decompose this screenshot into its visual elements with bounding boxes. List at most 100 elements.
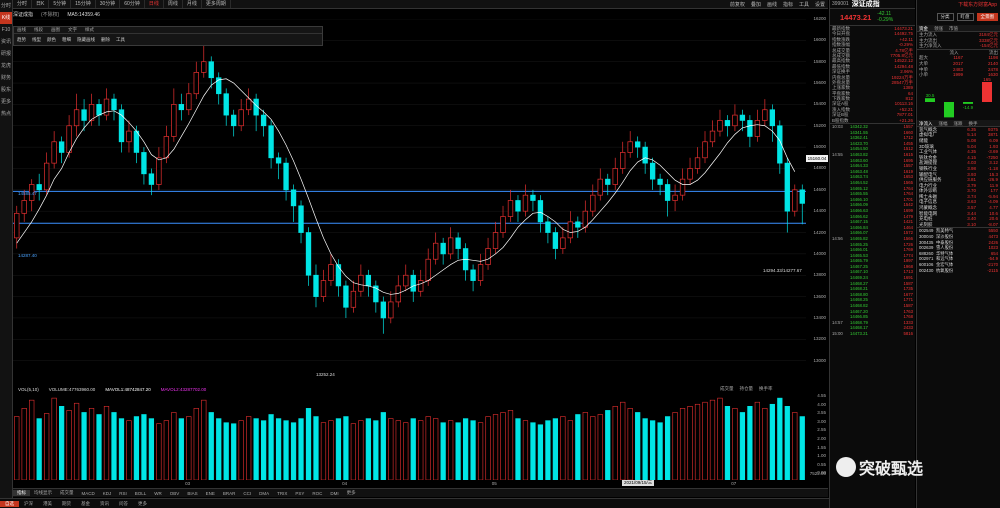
tick-row[interactable]: 14466.07 1572 bbox=[830, 230, 915, 236]
sector-tab-1[interactable]: 涨幅 bbox=[938, 120, 948, 126]
tick-row[interactable]: 14423.70 1455 bbox=[830, 141, 915, 147]
indicator-tab-13[interactable]: DMA bbox=[259, 490, 270, 496]
tick-row[interactable]: 14362.41 1712 bbox=[830, 135, 915, 141]
sector-row[interactable]: 供应链服务 3.81 -26.9 bbox=[917, 177, 1000, 183]
tick-row[interactable]: 14465.79 1997 bbox=[830, 258, 915, 264]
drawbar-tool-6[interactable]: 工具 bbox=[116, 37, 125, 42]
sector-row[interactable]: 电子信息 3.63 -4.09 bbox=[917, 199, 1000, 205]
stock-row[interactable]: 002971 和远气体 -54.9 bbox=[917, 256, 1000, 262]
tick-row[interactable]: 14466.85 1768 bbox=[830, 314, 915, 320]
sector-row[interactable]: 储能 5.08 6.09 bbox=[917, 138, 1000, 144]
left-nav-2[interactable]: F10 bbox=[1, 27, 11, 33]
period-tab-4[interactable]: 30分钟 bbox=[96, 0, 121, 8]
indicator-tab-3[interactable]: MACD bbox=[81, 490, 95, 496]
indicator-tab-5[interactable]: RSI bbox=[119, 490, 127, 496]
sector-row[interactable]: 稀土永磁 3.74 -5.94 bbox=[917, 194, 1000, 200]
period-tab-2[interactable]: 5分钟 bbox=[49, 0, 72, 8]
bottom-tab-5[interactable]: 资讯 bbox=[100, 500, 109, 506]
chart-control-0[interactable]: 前复权 bbox=[729, 1, 745, 8]
drawbar-tab-1[interactable]: 线段 bbox=[34, 27, 43, 32]
bottom-tab-6[interactable]: 问答 bbox=[119, 500, 128, 506]
bottom-tab-3[interactable]: 期货 bbox=[62, 500, 71, 506]
tick-row[interactable]: 14466.63 1699 bbox=[830, 208, 915, 214]
sector-row[interactable]: 盐湖提锂 4.03 3.12 bbox=[917, 160, 1000, 166]
indicator-tab-2[interactable]: 成交量 bbox=[60, 490, 74, 495]
stock-row[interactable]: 300040 深沙股份 4473 bbox=[917, 234, 1000, 240]
period-tab-7[interactable]: 周线 bbox=[164, 0, 183, 8]
tick-row[interactable]: 14468.80 1677 bbox=[830, 292, 915, 298]
drawbar-tool-5[interactable]: 删除 bbox=[101, 37, 110, 42]
tick-row[interactable]: 14466.84 1464 bbox=[830, 225, 915, 231]
period-tab-6[interactable]: 日线 bbox=[145, 0, 164, 8]
bottom-tab-7[interactable]: 更多 bbox=[138, 500, 147, 506]
tick-row[interactable]: 14468.21 1735 bbox=[830, 286, 915, 292]
sector-row[interactable]: 工业气体 4.35 -3.69 bbox=[917, 149, 1000, 155]
left-nav-9[interactable]: 热点 bbox=[0, 111, 11, 117]
indicator-tab-7[interactable]: WR bbox=[154, 490, 162, 496]
tick-row[interactable]: 14465.53 1774 bbox=[830, 253, 915, 259]
volume-mode-0[interactable]: 成交量 bbox=[720, 386, 734, 391]
tick-row[interactable]: 15:00 14473.21 5816 bbox=[830, 331, 915, 337]
tick-row[interactable]: 14468.17 2433 bbox=[830, 325, 915, 331]
sector-row[interactable]: 钢铁行业 3.98 -1.18 bbox=[917, 166, 1000, 172]
tick-row[interactable]: 14465.12 1764 bbox=[830, 186, 915, 192]
indicator-tab-12[interactable]: CCI bbox=[243, 490, 252, 496]
tick-row[interactable]: 14468.82 1587 bbox=[830, 303, 915, 309]
indicator-tab-0[interactable]: 指标 bbox=[13, 490, 30, 496]
sector-row[interactable]: 氢气概念 6.35 9375 bbox=[917, 127, 1000, 133]
sector-row[interactable]: 虚拟电厂 5.14 3871 bbox=[917, 132, 1000, 138]
tick-row[interactable]: 14341.55 1660 bbox=[830, 130, 915, 136]
sector-row[interactable]: 3D玻璃 5.04 1.93 bbox=[917, 144, 1000, 150]
chart-control-4[interactable]: 工具 bbox=[798, 1, 809, 8]
tick-row[interactable]: 14:57 14468.79 1333 bbox=[830, 320, 915, 326]
bottom-tab-0[interactable]: 自选 bbox=[0, 500, 19, 507]
drawbar-tool-1[interactable]: 线型 bbox=[32, 37, 41, 42]
tick-row[interactable]: 14454.50 1512 bbox=[830, 146, 915, 152]
tick-row[interactable]: 14466.62 1479 bbox=[830, 214, 915, 220]
market-button-1[interactable]: 盯盘 bbox=[956, 13, 974, 21]
period-tab-3[interactable]: 15分钟 bbox=[71, 0, 96, 8]
bottom-tab-2[interactable]: 港美 bbox=[43, 500, 52, 506]
indicator-tab-1[interactable]: 均线显示 bbox=[34, 490, 52, 495]
sector-row[interactable]: 钒钛合金 4.15 -7250 bbox=[917, 155, 1000, 161]
indicator-tab-17[interactable]: DMI bbox=[330, 490, 339, 496]
left-nav-1[interactable]: K线 bbox=[0, 12, 12, 24]
market-button-2[interactable]: 全景图 bbox=[976, 13, 998, 21]
stock-row[interactable]: 300435 中泰股份 2426 bbox=[917, 240, 1000, 246]
left-nav-6[interactable]: 财务 bbox=[0, 75, 11, 81]
tick-row[interactable]: 14466.10 1701 bbox=[830, 197, 915, 203]
period-tab-8[interactable]: 月线 bbox=[183, 0, 202, 8]
indicator-tab-8[interactable]: OBV bbox=[169, 490, 180, 496]
period-tab-0[interactable]: 分时 bbox=[13, 0, 33, 8]
kline-chart[interactable] bbox=[13, 19, 806, 382]
chart-control-1[interactable]: 叠加 bbox=[750, 1, 761, 8]
tick-row[interactable]: 14466.09 1542 bbox=[830, 202, 915, 208]
stock-row[interactable]: 002639 雪人股份 1023 bbox=[917, 245, 1000, 251]
tick-row[interactable]: 14468.25 1771 bbox=[830, 297, 915, 303]
stock-row[interactable]: 002549 凯美特气 5550 bbox=[917, 228, 1000, 234]
stock-row[interactable]: 002430 杭氧股份 -2115 bbox=[917, 268, 1000, 274]
tick-row[interactable]: 14464.52 1565 bbox=[830, 180, 915, 186]
fund-tab-0[interactable]: 资金 bbox=[919, 26, 928, 31]
indicator-tab-6[interactable]: BOLL bbox=[134, 490, 147, 496]
sector-row[interactable]: 光刻胶 3.10 -8.07 bbox=[917, 222, 1000, 228]
sector-row[interactable]: 电力行业 3.79 11.9 bbox=[917, 183, 1000, 189]
indicator-tab-4[interactable]: KDJ bbox=[102, 490, 112, 496]
indicator-tab-9[interactable]: BIAS bbox=[187, 490, 198, 496]
bottom-tab-4[interactable]: 基金 bbox=[81, 500, 90, 506]
drawbar-tool-0[interactable]: 趋势 bbox=[17, 37, 26, 42]
tick-row[interactable]: 14465.25 1726 bbox=[830, 242, 915, 248]
indicator-tab-10[interactable]: ENE bbox=[205, 490, 215, 496]
sector-tab-3[interactable]: 换手 bbox=[968, 120, 978, 126]
indicator-tab-11[interactable]: BRAR bbox=[222, 490, 236, 496]
tick-list[interactable]: 10:03 14342.32 1557 14341.55 1660 14362.41 171… bbox=[830, 123, 915, 337]
sector-tab-2[interactable]: 涨跌 bbox=[953, 120, 963, 126]
drawbar-tab-0[interactable]: 画线 bbox=[17, 27, 26, 32]
left-nav-7[interactable]: 股东 bbox=[0, 87, 11, 93]
sector-list[interactable]: 氢气概念 6.35 9375 虚拟电厂 5.14 3871 储能 5.08 6.09 3D玻璃 5.… bbox=[917, 127, 1000, 228]
sector-row[interactable]: 充电桩 3.40 20.6 bbox=[917, 216, 1000, 222]
drawbar-tab-3[interactable]: 文字 bbox=[68, 27, 77, 32]
tick-row[interactable]: 14463.60 1695 bbox=[830, 158, 915, 164]
chart-control-5[interactable]: 设置 bbox=[814, 1, 825, 8]
period-tab-5[interactable]: 60分钟 bbox=[120, 0, 145, 8]
